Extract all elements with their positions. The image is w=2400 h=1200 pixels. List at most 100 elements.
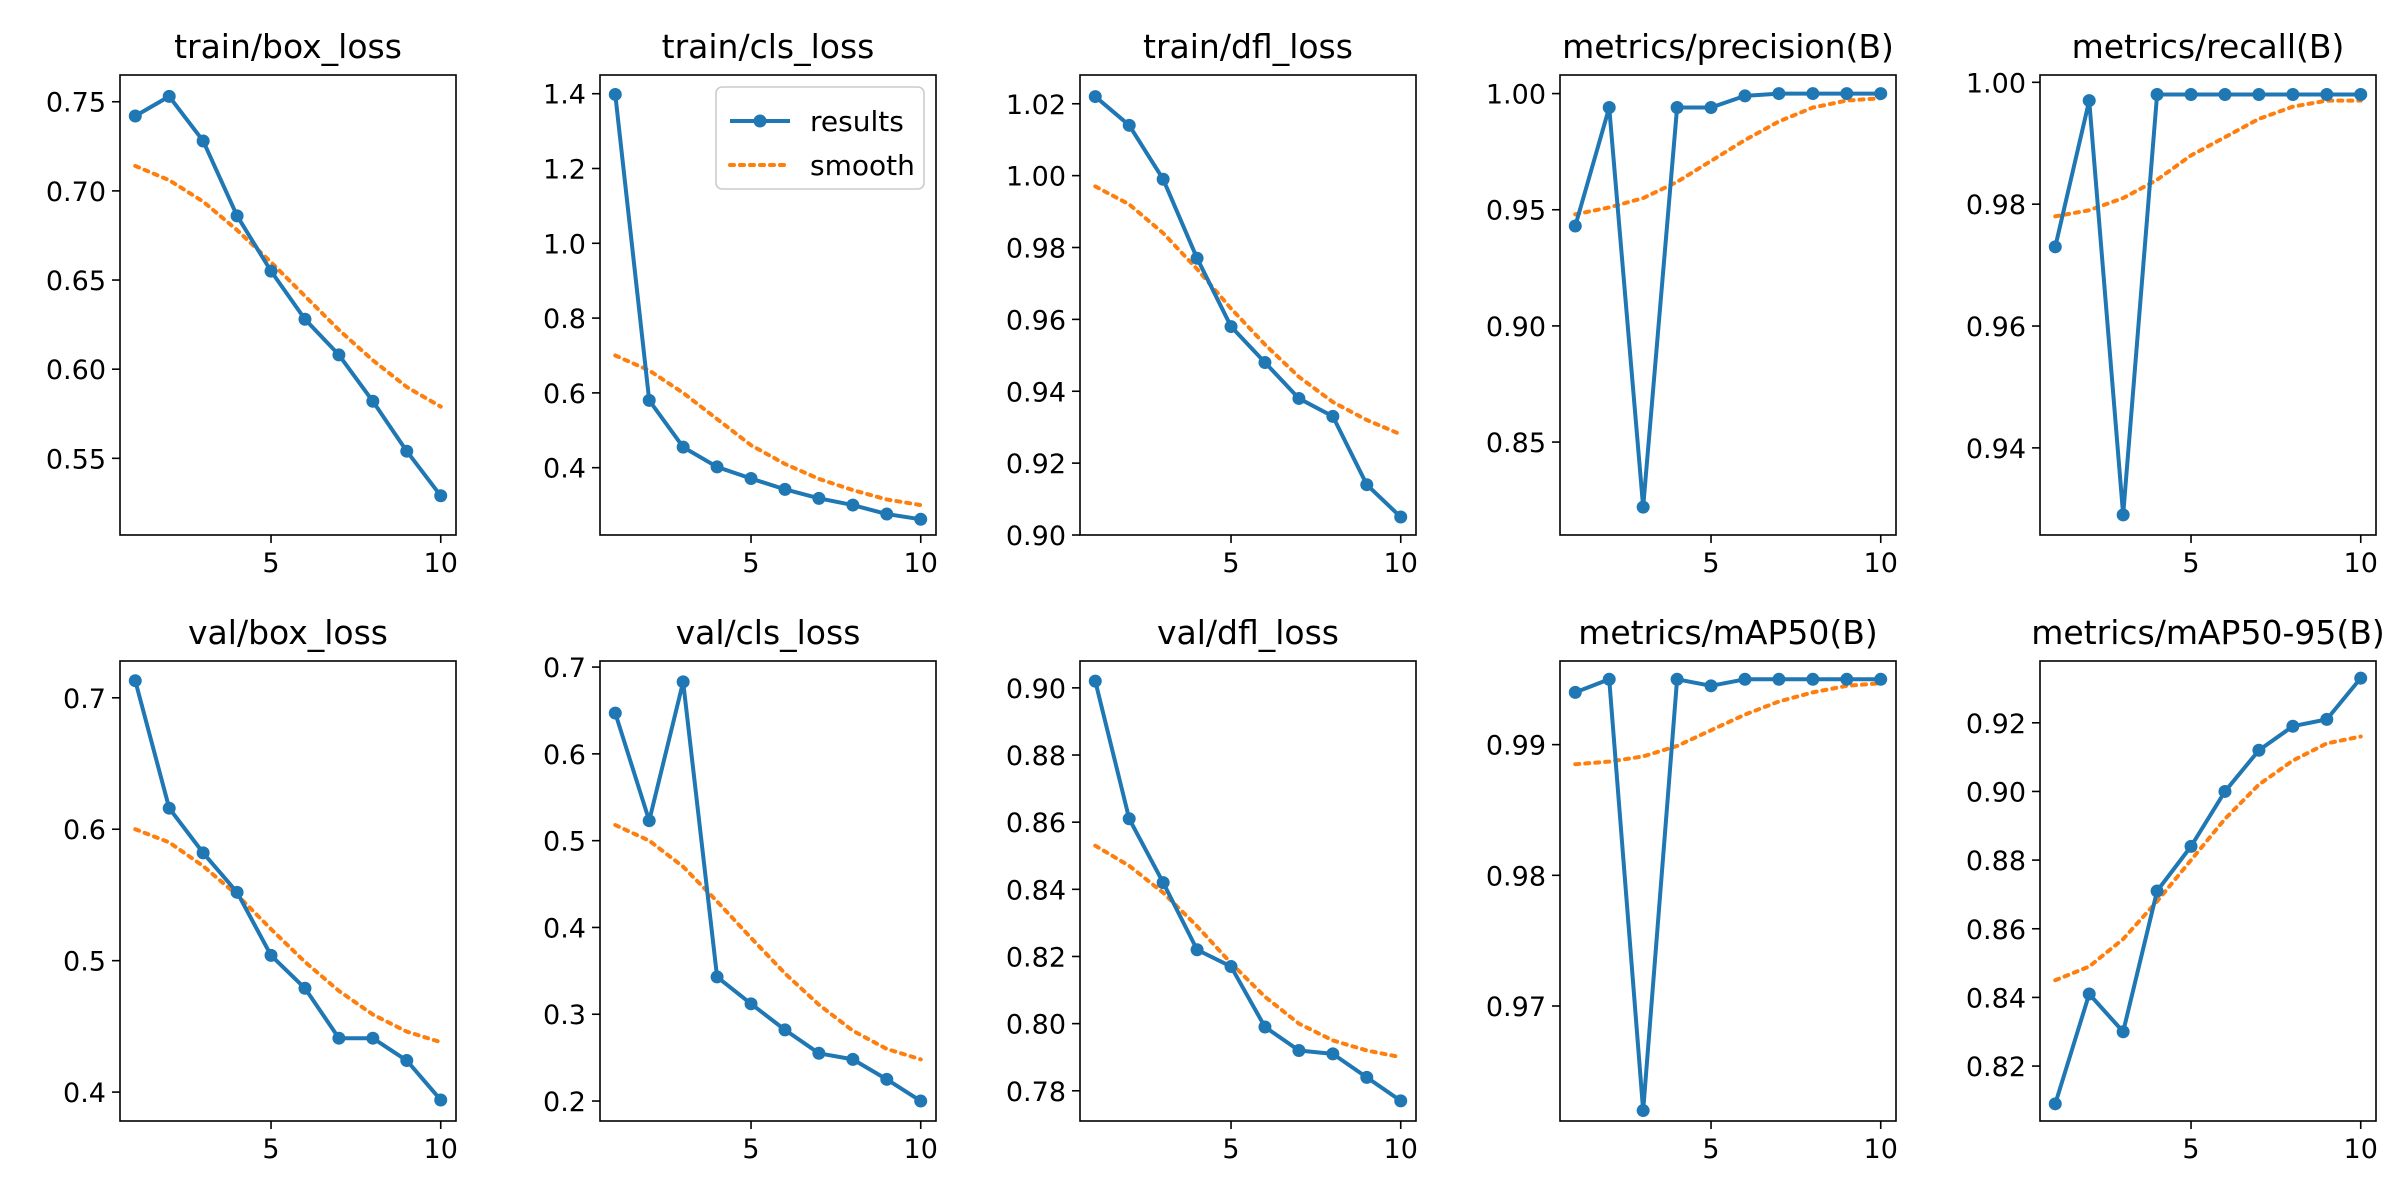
results-data-point xyxy=(2354,87,2368,101)
y-tick-label: 0.98 xyxy=(1486,861,1546,892)
results-data-point xyxy=(1670,672,1684,686)
results-data-point xyxy=(366,394,380,408)
results-data-point xyxy=(2150,87,2164,101)
x-tick-label: 5 xyxy=(262,548,279,579)
results-data-point xyxy=(2286,87,2300,101)
smooth-series-line xyxy=(613,823,923,1062)
y-tick-label: 0.7 xyxy=(63,684,106,715)
results-data-point xyxy=(230,209,244,223)
results-data-point xyxy=(196,134,210,148)
axes-frame xyxy=(119,74,457,536)
y-tick-label: 0.4 xyxy=(63,1078,106,1109)
results-series-line xyxy=(133,680,443,1102)
results-data-point xyxy=(264,948,278,962)
results-data-point xyxy=(846,1052,860,1066)
smooth-series-line xyxy=(133,827,443,1045)
smooth-series-line xyxy=(1573,681,1883,767)
x-tick-label: 10 xyxy=(1864,548,1898,579)
chart-title: metrics/precision(B) xyxy=(1562,27,1894,66)
legend-results-label: results xyxy=(810,105,904,138)
y-tick-label: 0.97 xyxy=(1486,992,1546,1023)
chart-title: metrics/mAP50-95(B) xyxy=(2031,613,2384,652)
results-data-point xyxy=(1156,876,1170,890)
results-data-point xyxy=(400,1054,414,1068)
axes-frame xyxy=(2039,660,2377,1122)
results-data-point xyxy=(2320,87,2334,101)
results-data-point xyxy=(1190,943,1204,957)
chart-panel-metrics-map50-95-b: metrics/mAP50-95(B) 5 10 0.82 0.84 0.86 0.88 0.… xyxy=(1966,613,2385,1165)
results-data-point xyxy=(332,1031,346,1045)
y-tick-label: 0.95 xyxy=(1486,196,1546,227)
results-data-point xyxy=(1360,478,1374,492)
legend-results-marker xyxy=(753,114,767,128)
results-data-point xyxy=(1772,87,1786,101)
y-tick-label: 0.98 xyxy=(1966,190,2026,221)
chart-title: train/dfl_loss xyxy=(1143,27,1353,66)
results-data-point xyxy=(264,264,278,278)
results-data-point xyxy=(744,997,758,1011)
results-data-point xyxy=(162,801,176,815)
y-tick-label: 0.82 xyxy=(1006,942,1066,973)
y-tick-label: 0.55 xyxy=(46,444,106,475)
results-data-point xyxy=(642,814,656,828)
y-tick-label: 0.2 xyxy=(543,1087,586,1118)
results-data-point xyxy=(2116,508,2130,522)
x-tick-label: 5 xyxy=(1222,1134,1239,1165)
results-series-line xyxy=(613,679,922,1103)
y-tick-label: 0.90 xyxy=(1006,521,1066,552)
chart-panel-val-box-loss: val/box_loss 5 10 0.4 0.5 0.6 0.7 xyxy=(63,613,458,1165)
results-data-point xyxy=(1122,118,1136,132)
y-tick-label: 0.82 xyxy=(1966,1052,2026,1083)
x-tick-label: 5 xyxy=(1702,1134,1719,1165)
smooth-series-line xyxy=(1093,843,1403,1060)
axes-frame xyxy=(1079,74,1417,536)
y-tick-label: 0.70 xyxy=(46,177,106,208)
results-data-point xyxy=(1326,409,1340,423)
results-data-point xyxy=(1636,500,1650,514)
results-data-point xyxy=(1156,172,1170,186)
results-data-point xyxy=(880,507,894,521)
y-tick-label: 0.78 xyxy=(1006,1077,1066,1108)
results-data-point xyxy=(1806,672,1820,686)
axes-frame xyxy=(1079,660,1417,1122)
y-tick-label: 0.96 xyxy=(1966,312,2026,343)
y-tick-label: 0.6 xyxy=(63,815,106,846)
smooth-series-line xyxy=(2053,98,2363,219)
chart-panel-train-box-loss: train/box_loss 5 10 0.55 0.60 0.65 0.70 0.75 xyxy=(46,27,458,579)
results-data-point xyxy=(1840,87,1854,101)
results-data-point xyxy=(400,444,414,458)
y-tick-label: 0.6 xyxy=(543,740,586,771)
results-data-point xyxy=(162,89,176,103)
results-data-point xyxy=(812,491,826,505)
results-data-point xyxy=(778,482,792,496)
results-data-point xyxy=(1292,391,1306,405)
y-tick-label: 1.02 xyxy=(1006,90,1066,121)
results-data-point xyxy=(128,109,142,123)
y-tick-label: 0.98 xyxy=(1006,234,1066,265)
results-data-point xyxy=(2184,87,2198,101)
results-data-point xyxy=(846,498,860,512)
legend: results smooth xyxy=(715,86,925,190)
y-tick-label: 0.65 xyxy=(46,266,106,297)
y-tick-label: 0.88 xyxy=(1966,846,2026,877)
chart-title: train/box_loss xyxy=(174,27,402,66)
results-data-point xyxy=(710,970,724,984)
x-tick-label: 10 xyxy=(1384,548,1418,579)
results-data-point xyxy=(1122,812,1136,826)
x-tick-label: 10 xyxy=(904,1134,938,1165)
y-tick-label: 1.4 xyxy=(543,80,586,111)
y-tick-label: 0.88 xyxy=(1006,741,1066,772)
legend-box xyxy=(715,86,925,190)
results-series-line xyxy=(613,94,922,522)
results-data-point xyxy=(1772,672,1786,686)
axes-frame xyxy=(2039,74,2377,536)
y-tick-label: 0.5 xyxy=(63,947,106,978)
results-data-point xyxy=(434,1093,448,1107)
results-data-point xyxy=(1190,251,1204,265)
smooth-series-line xyxy=(1093,184,1403,437)
results-series-line xyxy=(2053,676,2363,1105)
y-tick-label: 0.86 xyxy=(1006,808,1066,839)
results-data-point xyxy=(676,675,690,689)
y-tick-label: 0.6 xyxy=(543,379,586,410)
